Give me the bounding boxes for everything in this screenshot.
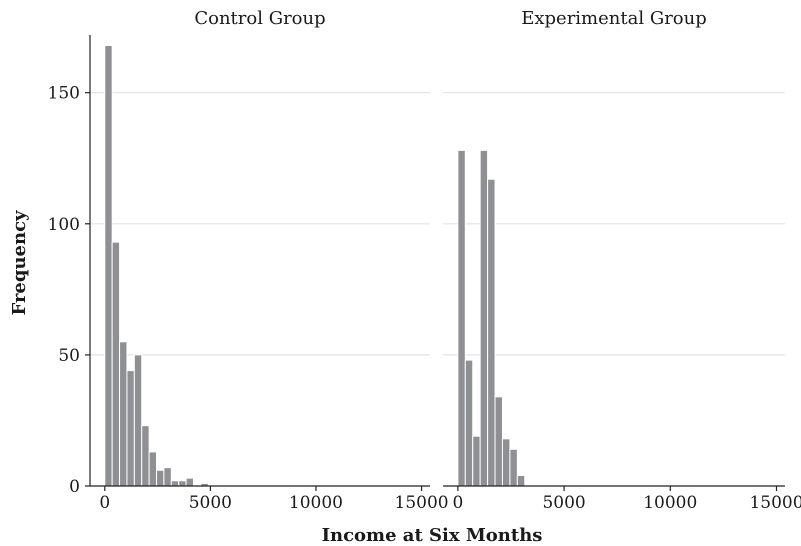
- histogram-bar: [141, 425, 150, 487]
- x-axis-title: Income at Six Months: [322, 525, 543, 546]
- histogram-bar: [104, 44, 113, 487]
- histogram-bar: [178, 480, 187, 487]
- histogram-bar: [479, 149, 489, 487]
- histogram-bar: [163, 467, 172, 487]
- y-tick-label: 150: [48, 84, 80, 104]
- y-tick-label: 0: [69, 477, 80, 497]
- panel-control: Control Group 0 5000 10000 15000 0 50 100 150: [48, 8, 449, 513]
- histogram-bar: [487, 178, 496, 487]
- y-tick-label: 100: [48, 215, 80, 235]
- histogram-bar: [170, 480, 180, 487]
- histogram-bar: [156, 469, 165, 487]
- histogram-bar: [501, 438, 511, 487]
- y-axis-title: Frequency: [9, 210, 30, 316]
- x-tick-label: 0: [99, 493, 110, 513]
- histogram-bar: [464, 359, 474, 487]
- y-tick-label: 50: [58, 346, 80, 366]
- histogram-bar: [111, 241, 121, 487]
- panel-title: Experimental Group: [521, 8, 707, 29]
- histogram-bar: [133, 354, 143, 487]
- histogram-bar: [119, 341, 128, 487]
- x-tick-label: 15000: [749, 493, 801, 513]
- histogram-bar: [126, 370, 135, 487]
- x-tick-label: 5000: [189, 493, 232, 513]
- histogram-bar: [494, 396, 503, 487]
- histogram-bar: [516, 475, 526, 487]
- x-tick-label: 15000: [395, 493, 449, 513]
- x-tick-label: 10000: [643, 493, 697, 513]
- x-tick-label: 10000: [289, 493, 343, 513]
- panel-experimental: Experimental Group 0 5000 10000 15000: [443, 8, 801, 513]
- histogram-bar: [509, 448, 518, 487]
- histogram-bar: [472, 435, 481, 487]
- histogram-bar: [457, 149, 466, 487]
- x-tick-label: 0: [452, 493, 463, 513]
- histogram-bar: [185, 477, 194, 487]
- histogram-bar: [148, 451, 158, 487]
- panel-title: Control Group: [194, 8, 325, 29]
- x-tick-label: 5000: [542, 493, 585, 513]
